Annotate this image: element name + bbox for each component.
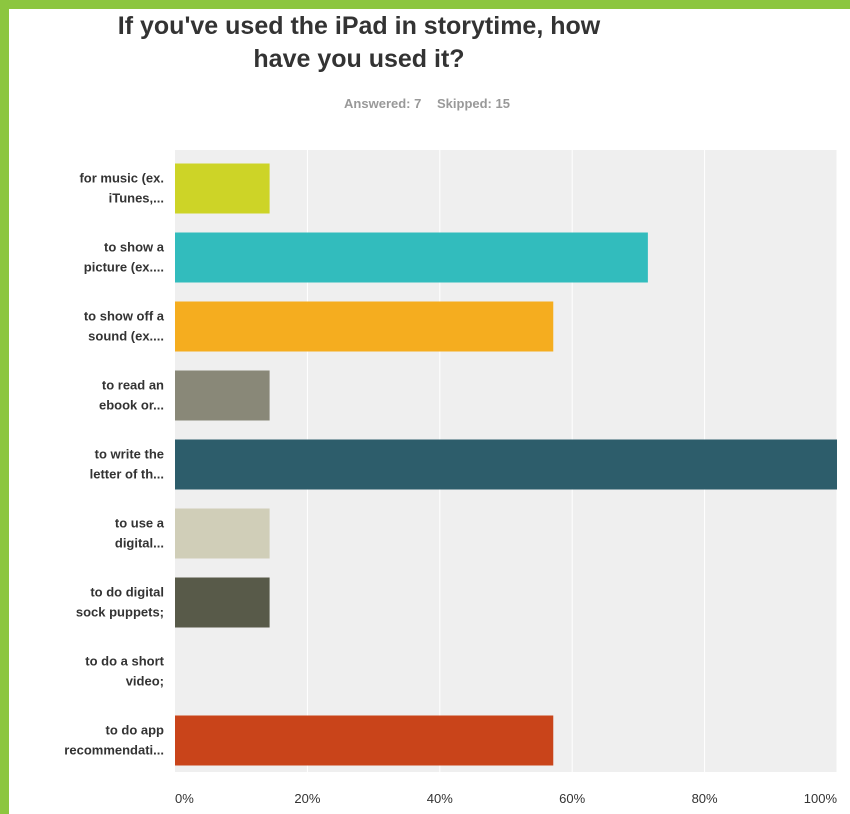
title-line-2: have you used it? [253, 45, 465, 73]
x-tick-label: 80% [692, 791, 718, 806]
bar [175, 439, 837, 490]
category-label: sound (ex.... [88, 329, 164, 344]
bar [175, 163, 270, 214]
category-label: to do app [106, 723, 165, 738]
category-label: video; [126, 674, 164, 689]
response-stats: Answered: 7 Skipped: 15 [77, 96, 777, 111]
category-label: for music (ex. [79, 171, 164, 186]
category-label: sock puppets; [76, 605, 164, 620]
x-tick-label: 0% [175, 791, 194, 806]
category-label: iTunes,... [109, 191, 164, 206]
bar [175, 715, 554, 766]
category-label: letter of th... [90, 467, 164, 482]
title-line-1: If you've used the iPad in storytime, ho… [117, 12, 601, 40]
chart-title: If you've used the iPad in storytime, ho… [9, 10, 709, 76]
bar [175, 577, 270, 628]
category-label: recommendati... [64, 743, 164, 758]
bar [175, 301, 554, 352]
bar [175, 370, 270, 421]
category-label: ebook or... [99, 398, 164, 413]
category-label: to read an [102, 378, 164, 393]
bar [175, 508, 270, 559]
x-tick-label: 60% [559, 791, 585, 806]
category-label: to write the [95, 447, 164, 462]
x-tick-label: 20% [294, 791, 320, 806]
x-tick-label: 40% [427, 791, 453, 806]
bar [175, 232, 648, 283]
category-label: to do digital [90, 585, 164, 600]
category-label: to show off a [84, 309, 165, 324]
category-label: to use a [115, 516, 165, 531]
skipped-count: Skipped: 15 [436, 96, 510, 111]
x-tick-label: 100% [804, 791, 838, 806]
category-label: picture (ex.... [84, 260, 164, 275]
category-label: to show a [104, 240, 165, 255]
category-label: to do a short [85, 654, 164, 669]
category-label: digital... [115, 536, 164, 551]
answered-count: Answered: 7 [344, 96, 422, 111]
